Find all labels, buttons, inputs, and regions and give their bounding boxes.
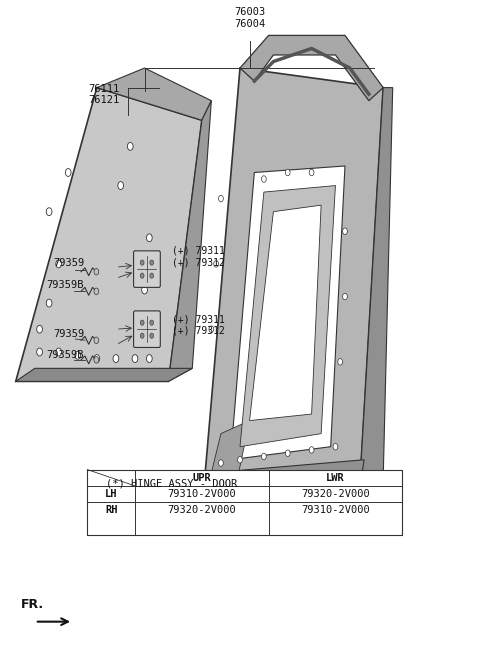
Circle shape [262,453,266,460]
Circle shape [65,169,71,177]
Circle shape [94,269,99,275]
Circle shape [142,325,147,333]
Circle shape [343,228,348,235]
Text: (+) 79311
(+) 79312: (+) 79311 (+) 79312 [172,314,225,336]
Polygon shape [360,87,393,492]
Circle shape [46,208,52,215]
Circle shape [94,337,99,344]
Polygon shape [16,369,192,382]
Polygon shape [202,420,250,512]
Circle shape [113,355,119,363]
Text: 79320-2V000: 79320-2V000 [301,489,370,499]
Text: 79359B: 79359B [46,350,83,360]
Circle shape [56,348,61,356]
Text: 79310-2V000: 79310-2V000 [301,505,370,515]
Circle shape [46,299,52,307]
Circle shape [132,355,138,363]
Circle shape [209,326,214,332]
Circle shape [94,357,99,363]
Circle shape [150,333,154,338]
Circle shape [218,195,223,202]
Polygon shape [230,166,345,460]
Circle shape [94,288,99,294]
Text: (*) HINGE ASSY - DOOR: (*) HINGE ASSY - DOOR [107,478,238,489]
Circle shape [94,355,100,363]
FancyBboxPatch shape [87,470,402,535]
Text: 79359B: 79359B [46,280,83,290]
Circle shape [140,273,144,279]
Circle shape [262,176,266,182]
Polygon shape [240,35,383,101]
Circle shape [140,260,144,265]
Polygon shape [250,205,321,420]
Polygon shape [16,87,202,382]
Text: LH: LH [105,489,118,499]
Text: (+) 79311
(+) 79312: (+) 79311 (+) 79312 [172,246,225,267]
Circle shape [343,293,348,300]
FancyBboxPatch shape [133,251,160,287]
Circle shape [36,325,42,333]
Circle shape [127,143,133,150]
Circle shape [150,260,154,265]
Circle shape [218,460,223,466]
Circle shape [75,351,81,359]
Circle shape [140,333,144,338]
FancyBboxPatch shape [133,311,160,348]
Circle shape [309,170,314,176]
Circle shape [309,447,314,453]
Polygon shape [97,68,211,120]
Polygon shape [168,101,211,382]
Circle shape [146,234,152,242]
Text: 79359: 79359 [53,329,84,340]
Circle shape [56,260,61,268]
Circle shape [285,450,290,457]
Circle shape [285,170,290,176]
Text: 79310-2V000: 79310-2V000 [168,489,236,499]
Circle shape [333,443,338,450]
Text: 79359: 79359 [53,258,84,267]
Circle shape [150,273,154,279]
Circle shape [140,320,144,325]
Text: RH: RH [105,505,118,515]
Polygon shape [240,185,336,447]
Circle shape [146,355,152,363]
Circle shape [142,286,147,294]
Circle shape [238,457,242,463]
FancyArrowPatch shape [37,618,68,625]
Text: 76003
76004: 76003 76004 [234,7,265,29]
Circle shape [150,320,154,325]
Text: LWR: LWR [326,472,345,483]
Polygon shape [202,460,364,512]
Circle shape [338,359,343,365]
Circle shape [214,261,218,267]
Text: FR.: FR. [21,599,44,611]
Text: 79320-2V000: 79320-2V000 [168,505,236,515]
Circle shape [36,348,42,356]
Polygon shape [202,68,383,512]
Text: UPR: UPR [192,472,211,483]
Circle shape [118,181,123,189]
Text: 76111
76121: 76111 76121 [88,83,120,105]
